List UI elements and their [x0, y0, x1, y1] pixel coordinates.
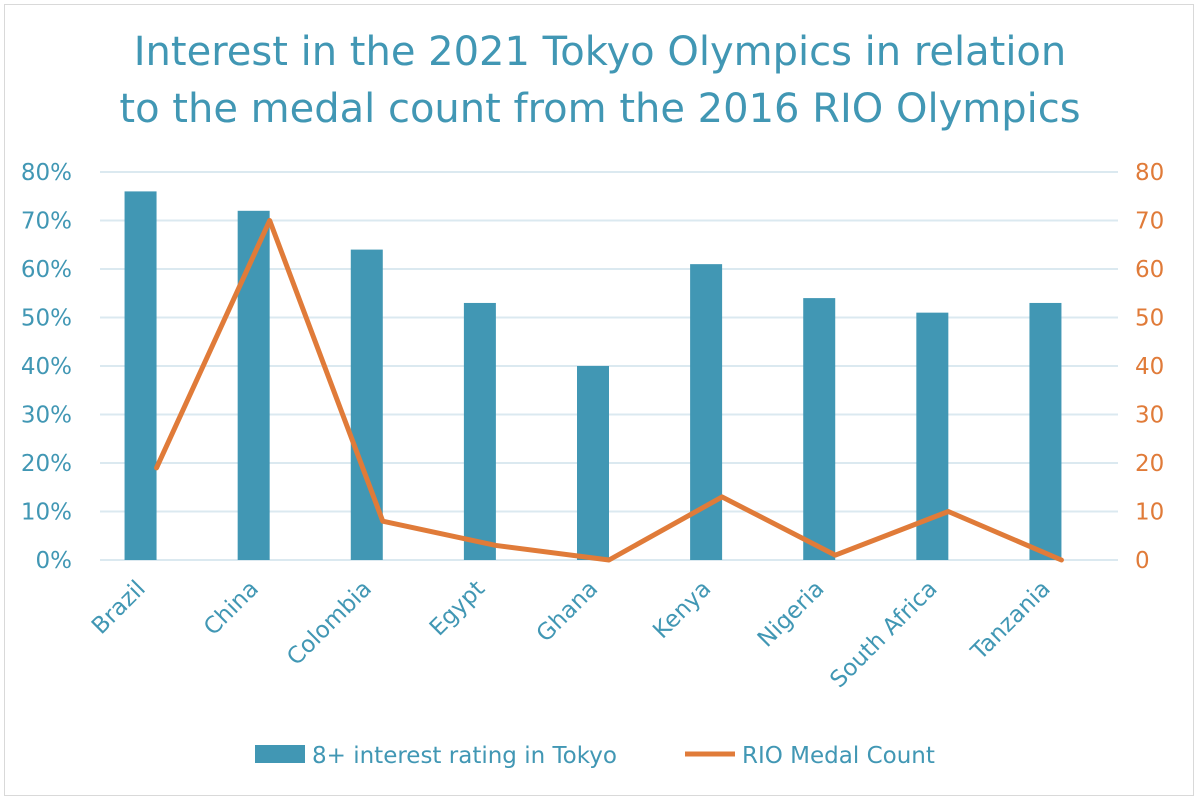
y-left-tick: 10%: [21, 500, 72, 526]
category-label: Nigeria: [753, 576, 830, 653]
category-label: Brazil: [87, 576, 151, 640]
y-left-tick: 50%: [21, 306, 72, 332]
category-label: South Africa: [825, 576, 942, 693]
category-label: Tanzania: [966, 576, 1056, 666]
legend: 8+ interest rating in Tokyo RIO Medal Co…: [255, 743, 935, 769]
y-left-tick: 30%: [21, 403, 72, 429]
y-right-tick: 60: [1135, 257, 1164, 283]
bar-brazil: [124, 191, 157, 560]
y-left-tick: 60%: [21, 257, 72, 283]
category-label: China: [199, 576, 264, 641]
y-right-tick: 80: [1135, 160, 1164, 186]
bar-nigeria: [803, 298, 836, 560]
legend-label-line: RIO Medal Count: [742, 743, 935, 769]
category-label: Egypt: [425, 576, 490, 641]
y-left-tick: 20%: [21, 451, 72, 477]
bar-ghana: [577, 366, 609, 560]
bar-china: [237, 210, 270, 561]
y-left-tick: 0%: [36, 548, 73, 574]
y-right-tick: 0: [1135, 548, 1150, 574]
bar-kenya: [690, 264, 723, 560]
y-left-tick: 40%: [21, 354, 72, 380]
y-right-tick: 30: [1135, 403, 1164, 429]
chart-frame: [4, 4, 1194, 796]
y-right-tick: 10: [1135, 500, 1164, 526]
y-right-tick: 20: [1135, 451, 1164, 477]
chart-title-line-2: to the medal count from the 2016 RIO Oly…: [119, 86, 1080, 132]
y-left-tick: 80%: [21, 160, 72, 186]
legend-label-bar: 8+ interest rating in Tokyo: [312, 743, 617, 769]
y-right-tick: 40: [1135, 354, 1164, 380]
bar-egypt: [463, 302, 496, 560]
y-right-tick: 70: [1135, 209, 1164, 235]
chart-title-line-1: Interest in the 2021 Tokyo Olympics in r…: [134, 29, 1067, 75]
bar-tanzania: [1029, 302, 1062, 560]
category-label: Ghana: [532, 576, 604, 648]
category-label: Kenya: [648, 576, 716, 644]
y-right-tick: 50: [1135, 306, 1164, 332]
y-left-tick: 70%: [21, 209, 72, 235]
legend-swatch-bar: [255, 745, 305, 763]
category-label: Colombia: [282, 576, 377, 671]
